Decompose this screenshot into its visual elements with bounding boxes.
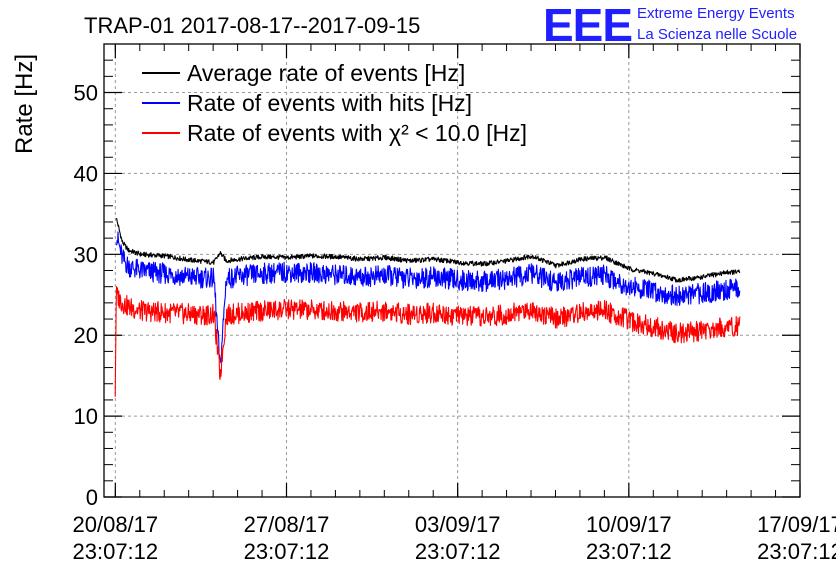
series-layer [114,217,741,397]
x-tick-label-time: 23:07:12 [757,539,836,564]
axis-ticks [104,43,801,498]
x-tick-label-date: 10/09/17 [586,512,672,537]
tick-labels: 0102030405020/08/1723:07:1227/08/1723:07… [73,81,836,564]
x-tick-label-time: 23:07:12 [586,539,672,564]
y-tick-label: 30 [74,242,98,267]
y-tick-label: 20 [74,323,98,348]
x-tick-label-date: 20/08/17 [73,512,159,537]
x-tick-label-date: 17/09/17 [757,512,836,537]
legend-label-average: Average rate of events [Hz] [187,60,465,86]
series-line-2 [114,286,741,397]
x-tick-label-date: 03/09/17 [415,512,501,537]
x-tick-label-time: 23:07:12 [415,539,501,564]
x-tick-label-time: 23:07:12 [73,539,159,564]
logo-mark: EEE [543,0,632,51]
logo-line2: La Scienza nelle Scuole [637,26,797,43]
y-tick-label: 50 [74,81,98,106]
eee-logo: EEE Extreme Energy Events La Scienza nel… [543,0,797,51]
legend: Average rate of events [Hz] Rate of even… [142,60,527,146]
x-tick-label-date: 27/08/17 [244,512,330,537]
y-tick-label: 0 [86,485,98,510]
logo-line1: Extreme Energy Events [637,5,795,22]
legend-label-chi2: Rate of events with χ² < 10.0 [Hz] [187,120,527,146]
series-line-1 [115,231,741,364]
series-line-0 [115,217,741,283]
legend-label-hits: Rate of events with hits [Hz] [187,90,472,116]
y-tick-label: 10 [74,404,98,429]
x-tick-label-time: 23:07:12 [244,539,330,564]
y-tick-label: 40 [74,161,98,186]
chart-title: TRAP-01 2017-08-17--2017-09-15 [84,13,420,38]
y-axis-label: Rate [Hz] [11,54,38,154]
